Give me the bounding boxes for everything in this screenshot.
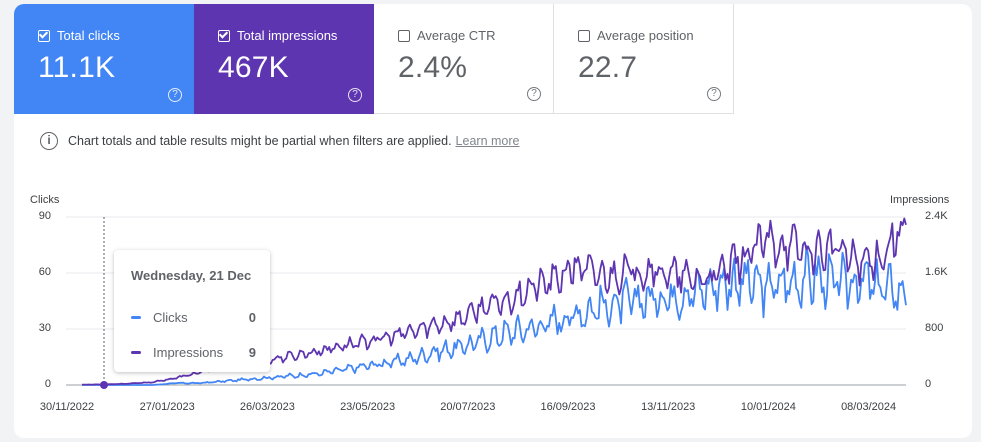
notice-text: Chart totals and table results might be …	[68, 134, 452, 148]
metric-value: 11.1K	[38, 51, 116, 84]
help-icon[interactable]: ?	[348, 88, 362, 102]
x-tick-label: 23/05/2023	[340, 401, 396, 413]
y-right-tick-label: 1.6K	[925, 266, 948, 278]
learn-more-link[interactable]: Learn more	[455, 134, 520, 148]
tooltip-value: 9	[248, 345, 256, 360]
tooltip-label: Impressions	[153, 345, 224, 360]
partial-results-notice: i Chart totals and table results might b…	[40, 132, 519, 150]
hover-point	[100, 381, 108, 389]
checkbox-icon[interactable]	[38, 29, 50, 42]
y-right-tick-label: 0	[925, 378, 932, 390]
help-icon[interactable]: ?	[527, 87, 541, 101]
checkbox-icon[interactable]	[578, 29, 590, 42]
x-tick-label: 20/07/2023	[440, 401, 496, 413]
y-left-tick-label: 30	[38, 322, 51, 334]
metric-label: Average position	[597, 28, 694, 43]
chart-tooltip: Wednesday, 21 Dec Clicks 0 Impressions 9	[114, 250, 270, 372]
metric-value: 467K	[218, 51, 289, 84]
y-left-tick-label: 60	[38, 266, 51, 278]
help-icon[interactable]: ?	[168, 88, 182, 102]
x-tick-label: 30/11/2022	[39, 401, 95, 413]
performance-card: Total clicks 11.1K ? Total impressions 4…	[14, 4, 972, 438]
metric-label: Total clicks	[57, 28, 120, 43]
x-tick-label: 27/01/2023	[139, 401, 195, 413]
clicks-swatch	[131, 316, 141, 319]
y-axis-left-title: Clicks	[30, 194, 60, 206]
metric-label: Average CTR	[417, 28, 496, 43]
y-axis-right-title: Impressions	[890, 194, 950, 206]
x-tick-label: 08/03/2024	[841, 401, 897, 413]
y-right-tick-label: 800	[925, 322, 944, 334]
y-left-tick-label: 0	[44, 378, 51, 390]
impressions-swatch	[131, 351, 141, 354]
help-icon[interactable]: ?	[707, 87, 721, 101]
metric-label: Total impressions	[237, 28, 338, 43]
tooltip-date: Wednesday, 21 Dec	[131, 268, 252, 283]
metric-total-clicks[interactable]: Total clicks 11.1K ?	[14, 4, 194, 114]
tooltip-row-impressions: Impressions 9	[131, 345, 256, 360]
x-tick-label: 10/01/2024	[740, 401, 796, 413]
info-icon: i	[40, 132, 58, 150]
y-left-tick-label: 90	[38, 210, 51, 222]
y-right-tick-label: 2.4K	[925, 210, 948, 222]
tooltip-label: Clicks	[153, 310, 188, 325]
x-tick-label: 26/03/2023	[239, 401, 295, 413]
checkbox-icon[interactable]	[218, 29, 230, 42]
tooltip-value: 0	[248, 310, 256, 325]
metric-value: 22.7	[578, 51, 638, 84]
x-tick-label: 16/09/2023	[540, 401, 596, 413]
metric-average-position[interactable]: Average position 22.7 ?	[554, 4, 734, 114]
x-tick-label: 13/11/2023	[641, 401, 696, 413]
metric-value: 2.4%	[398, 51, 468, 84]
checkbox-icon[interactable]	[398, 29, 410, 42]
metric-total-impressions[interactable]: Total impressions 467K ?	[194, 4, 374, 114]
tooltip-row-clicks: Clicks 0	[131, 310, 256, 325]
metric-average-ctr[interactable]: Average CTR 2.4% ?	[374, 4, 554, 114]
